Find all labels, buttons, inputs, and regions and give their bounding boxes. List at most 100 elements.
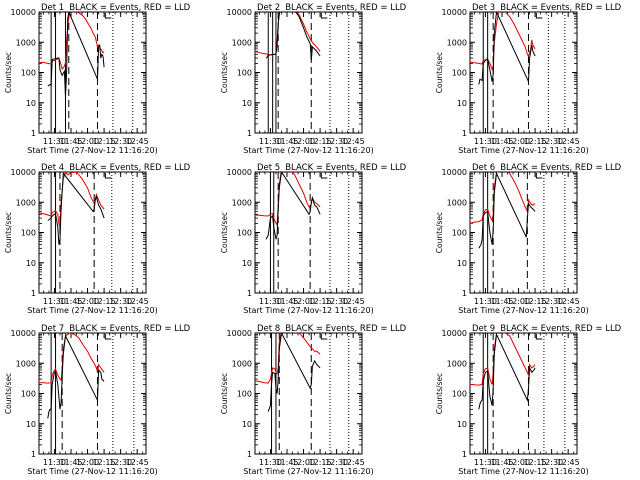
plot-frame [254,11,363,134]
y-tick-label: 1000 [232,359,252,368]
y-tick-label: 10000 [11,168,36,177]
bracket-marker [320,13,328,19]
y-axis-label: Counts/sec [220,52,229,93]
y-axis-label: Counts/sec [4,212,13,253]
plot-area [470,333,566,454]
x-tick-label: 11:45 [275,458,298,467]
y-tick-label: 100 [237,229,252,238]
y-tick-label: 1 [31,129,36,138]
x-tick-label: 12:45 [557,137,580,146]
y-tick-label: 100 [21,69,36,78]
panel-title: Det 8 BLACK = Events, RED = LLD [257,324,407,334]
x-tick-label: 12:30 [325,297,348,306]
panel-title: Det 5 BLACK = Events, RED = LLD [257,163,407,173]
plot-frame [469,332,578,455]
y-tick-label: 10 [242,259,252,268]
y-tick-label: 10000 [227,168,252,177]
x-tick-label: 12:15 [93,458,116,467]
y-tick-label: 100 [21,390,36,399]
detector-label: Det 7 [41,324,64,334]
y-tick-label: 10 [26,259,36,268]
events-series-line [47,172,105,245]
x-axis-label: Start Time (27-Nov-12 11:16:20) [243,146,373,155]
x-tick-label: 11:45 [59,137,82,146]
x-tick-label: 12:45 [126,297,149,306]
x-axis-label: Start Time (27-Nov-12 11:16:20) [243,306,373,315]
x-tick-label: 12:15 [524,137,547,146]
bracket-marker [104,334,112,340]
plot-area [470,12,566,133]
x-tick-label: 11:30 [474,458,497,467]
x-tick-label: 11:30 [474,137,497,146]
x-tick-label: 12:45 [342,458,365,467]
detector-panel: Det 6 BLACK = Events, RED = LLD 1 10 100 1000… [435,163,622,315]
events-series-line [47,334,105,419]
y-tick-label: 1000 [447,359,467,368]
y-tick-label: 10000 [227,8,252,17]
y-tick-label: 10000 [442,8,467,17]
panel-title: Det 6 BLACK = Events, RED = LLD [472,163,622,173]
y-axis-label: Counts/sec [435,373,444,414]
x-axis-label: Start Time (27-Nov-12 11:16:20) [458,146,588,155]
lld-series-line [470,172,536,224]
y-tick-label: 100 [21,229,36,238]
y-tick-label: 1 [462,129,467,138]
legend-text: BLACK = Events, RED = LLD [285,324,406,334]
legend-text: BLACK = Events, RED = LLD [69,324,190,334]
y-tick-label: 10 [457,420,467,429]
x-tick-label: 12:45 [557,458,580,467]
lld-series-line [39,12,105,71]
y-tick-label: 100 [452,69,467,78]
y-tick-label: 1000 [16,38,36,47]
y-tick-label: 1000 [16,359,36,368]
detector-panel: Det 3 BLACK = Events, RED = LLD 1 10 100 1000… [435,3,622,155]
bracket-marker [535,13,543,19]
legend-text: BLACK = Events, RED = LLD [69,3,190,13]
detector-label: Det 9 [472,324,495,334]
x-tick-label: 12:30 [109,458,132,467]
y-axis-label: Counts/sec [435,212,444,253]
y-tick-label: 1 [247,129,252,138]
y-axis-label: Counts/sec [220,212,229,253]
y-tick-label: 10 [457,259,467,268]
y-tick-label: 10000 [442,168,467,177]
x-tick-label: 11:45 [275,137,298,146]
events-series-line [267,333,321,412]
detector-panel: Det 7 BLACK = Events, RED = LLD 1 10 100 1000… [4,324,191,476]
detector-label: Det 8 [257,324,280,334]
x-axis-label: Start Time (27-Nov-12 11:16:20) [458,306,588,315]
events-series-line [478,12,536,85]
panel-title: Det 3 BLACK = Events, RED = LLD [472,3,622,13]
events-series-line [47,12,105,98]
detector-label: Det 3 [472,3,495,13]
x-tick-label: 11:30 [474,297,497,306]
x-tick-label: 12:45 [342,297,365,306]
x-tick-label: 11:45 [490,458,513,467]
y-tick-label: 100 [237,69,252,78]
x-tick-label: 12:15 [309,458,332,467]
y-tick-label: 1 [462,289,467,298]
bracket-marker [535,173,543,179]
y-tick-label: 10000 [11,329,36,338]
y-tick-label: 1 [31,450,36,459]
bracket-marker [535,334,543,340]
plot-area [470,172,566,293]
x-tick-label: 12:45 [342,137,365,146]
x-tick-label: 12:15 [524,458,547,467]
x-tick-label: 12:45 [126,137,149,146]
detector-label: Det 5 [257,163,280,173]
x-tick-label: 12:00 [507,458,530,467]
x-tick-label: 11:30 [259,458,282,467]
x-tick-label: 12:30 [540,458,563,467]
y-tick-label: 1 [462,450,467,459]
panel-title: Det 4 BLACK = Events, RED = LLD [41,163,191,173]
x-tick-label: 12:00 [507,297,530,306]
x-tick-label: 12:15 [309,297,332,306]
x-tick-label: 11:45 [59,297,82,306]
x-tick-label: 11:45 [490,297,513,306]
y-tick-label: 1000 [232,38,252,47]
y-tick-label: 100 [452,229,467,238]
x-axis-label: Start Time (27-Nov-12 11:16:20) [27,467,157,476]
detector-panel: Det 8 BLACK = Events, RED = LLD 1 10 100 1000… [220,324,407,476]
x-tick-label: 11:45 [59,458,82,467]
